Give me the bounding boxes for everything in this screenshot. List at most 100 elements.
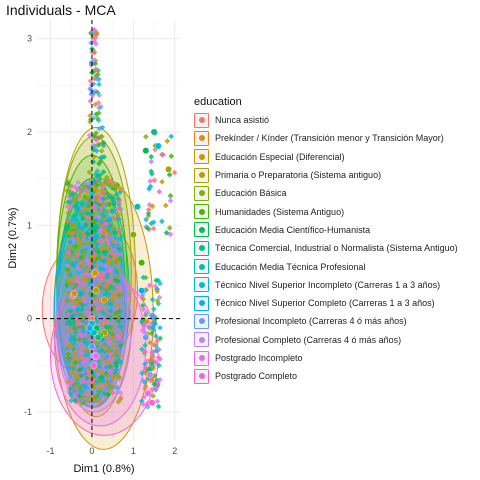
individual-point [104, 358, 111, 365]
legend-item: Humanidades (Sistema Antiguo) [194, 202, 458, 220]
individual-point [93, 130, 99, 136]
individual-point [116, 205, 123, 212]
individual-point [71, 252, 78, 259]
individual-point [69, 378, 75, 384]
individual-point [167, 192, 174, 199]
individual-point [116, 229, 123, 235]
individual-point [72, 397, 78, 404]
individual-point [168, 133, 175, 140]
legend-item: Técnica Comercial, Industrial o Normalis… [194, 239, 458, 257]
individual-point [142, 319, 149, 325]
individual-point [91, 26, 98, 33]
individual-point [107, 279, 114, 286]
individual-point [115, 211, 122, 218]
individual-point [140, 378, 147, 384]
individual-point [107, 324, 114, 330]
individual-point [65, 378, 71, 385]
individual-point [102, 180, 109, 186]
individual-point [76, 298, 83, 304]
individual-point [71, 341, 77, 347]
individual-point [118, 342, 124, 349]
legend-swatch [198, 355, 205, 361]
individual-point [97, 191, 103, 198]
individual-point [103, 263, 109, 269]
legend-label: Técnica Comercial, Industrial o Normalis… [215, 243, 458, 254]
individual-point [149, 349, 155, 356]
individual-point [65, 210, 72, 216]
legend-item: Técnico Nivel Superior Incompleto (Carre… [194, 276, 458, 294]
individual-point [66, 365, 73, 372]
individual-point [72, 359, 79, 366]
individual-point [84, 332, 91, 339]
legend-swatch [198, 153, 205, 160]
individual-point [64, 262, 71, 268]
legend-item: Primaria o Preparatoria (Sistema antiguo… [194, 166, 458, 184]
individual-point [72, 394, 79, 401]
individual-point [162, 202, 169, 209]
individual-point [106, 339, 113, 346]
x-tick-label: 0 [89, 446, 94, 456]
individual-point [64, 297, 71, 304]
individual-point [109, 335, 116, 341]
individual-point [80, 328, 86, 335]
individual-point [106, 241, 112, 248]
individual-point [142, 364, 149, 371]
individual-point [65, 249, 72, 256]
individual-point [97, 313, 104, 320]
individual-point [151, 381, 157, 387]
individual-point [74, 307, 81, 313]
individual-point [101, 244, 108, 251]
point-Postgrado Completo [148, 399, 156, 407]
individual-point [144, 225, 151, 232]
individual-point [76, 393, 83, 400]
individual-point [80, 215, 86, 222]
individual-point [159, 178, 165, 185]
individual-point [98, 148, 105, 154]
individual-point [80, 232, 87, 238]
legend-key [194, 204, 209, 220]
legend-swatch [198, 190, 205, 197]
individual-point [111, 343, 117, 349]
legend-item: Profesional Incompleto (Carreras 4 ó más… [194, 312, 458, 330]
individual-point [98, 181, 104, 187]
individual-point [95, 259, 102, 265]
individual-point [114, 250, 121, 257]
individual-point [102, 228, 109, 235]
individual-point [163, 230, 170, 236]
individual-point [86, 132, 93, 139]
individual-point [85, 397, 91, 403]
individual-point [101, 391, 108, 397]
x-tick-label: -1 [46, 446, 54, 456]
individual-point [156, 188, 163, 195]
individual-point [160, 151, 166, 158]
individual-point [76, 193, 82, 200]
individual-point [144, 404, 151, 410]
individual-point [152, 315, 159, 321]
legend-key [194, 185, 209, 201]
individual-point [147, 377, 154, 384]
individual-point [167, 197, 174, 204]
individual-point [65, 290, 72, 296]
individual-point [95, 110, 102, 116]
individual-point [148, 220, 155, 227]
individual-point [151, 306, 157, 313]
individual-point [85, 218, 92, 225]
individual-point [67, 239, 74, 245]
individual-point [148, 153, 155, 160]
individual-point [80, 318, 86, 325]
legend-key [194, 130, 209, 146]
individual-point [78, 254, 85, 261]
individual-point [144, 358, 151, 365]
individual-point [98, 347, 105, 353]
individual-point [73, 217, 80, 224]
individual-point [116, 292, 123, 299]
individual-point [117, 288, 123, 294]
individual-point [67, 271, 74, 278]
individual-point [145, 210, 152, 217]
individual-point [96, 399, 103, 406]
individual-point [82, 222, 89, 229]
y-tick-label: 3 [27, 34, 32, 44]
individual-point [107, 216, 113, 222]
individual-point [98, 133, 105, 140]
